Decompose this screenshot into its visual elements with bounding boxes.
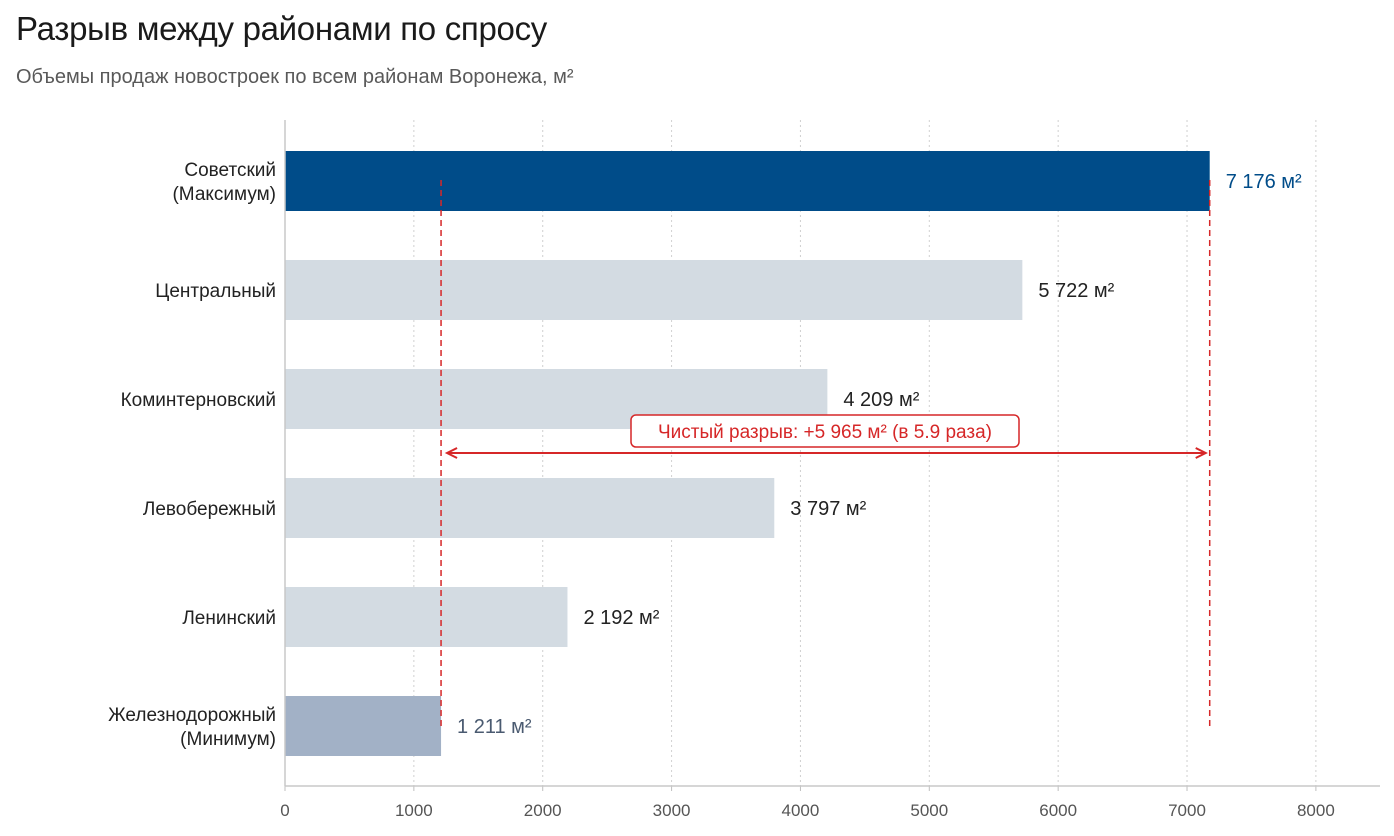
x-tick-label: 1000 [395, 801, 433, 820]
x-tick-label: 6000 [1039, 801, 1077, 820]
category-label: (Минимум) [180, 729, 276, 750]
bar [285, 260, 1023, 320]
category-label: Железнодорожный [108, 705, 276, 726]
category-label: (Максимум) [172, 184, 276, 205]
gap-label-box [630, 414, 1020, 448]
axes-group: 0 1000 2000 3000 4000 5000 6000 7000 8000 [280, 120, 1380, 820]
category-label: Коминтерновский [121, 390, 276, 411]
x-tick-label: 8000 [1297, 801, 1335, 820]
gap-arrowhead-left [444, 447, 458, 459]
bar [285, 151, 1210, 211]
category-label: Ленинский [182, 608, 276, 629]
value-label: 1 211 м² [457, 716, 532, 738]
x-tick-label: 3000 [653, 801, 691, 820]
value-label: 5 722 м² [1038, 280, 1114, 302]
bar [285, 696, 442, 756]
value-labels: 7 176 м² 5 722 м² 4 209 м² 3 797 м² 2 192 м²… [457, 171, 1302, 738]
category-label: Центральный [155, 281, 276, 302]
chart-subtitle: Объемы продаж новостроек по всем районам… [16, 66, 574, 88]
bars-group [285, 151, 1210, 756]
gap-annotation: Чистый разрыв: +5 965 м² (в 5.9 раза) [440, 180, 1211, 728]
chart-title: Разрыв между районами по спросу [16, 10, 547, 47]
gap-arrowhead-right [1195, 447, 1208, 459]
gap-label-text: Чистый разрыв: +5 965 м² (в 5.9 раза) [658, 422, 992, 443]
grid-lines [413, 120, 1317, 786]
value-label: 3 797 м² [790, 498, 866, 520]
bar [285, 587, 568, 647]
category-label: Левобережный [143, 499, 276, 520]
x-tick-label: 5000 [910, 801, 948, 820]
x-tick-label: 7000 [1168, 801, 1206, 820]
category-labels: Советский (Максимум) Центральный Коминтерно… [108, 160, 276, 750]
x-tick-label: 0 [280, 801, 289, 820]
bar [285, 478, 775, 538]
value-label: 2 192 м² [583, 607, 659, 629]
value-label: 4 209 м² [843, 389, 919, 411]
x-tick-label: 2000 [524, 801, 562, 820]
category-label: Советский [184, 160, 276, 181]
x-tick-label: 4000 [782, 801, 820, 820]
value-label: 7 176 м² [1226, 171, 1302, 193]
